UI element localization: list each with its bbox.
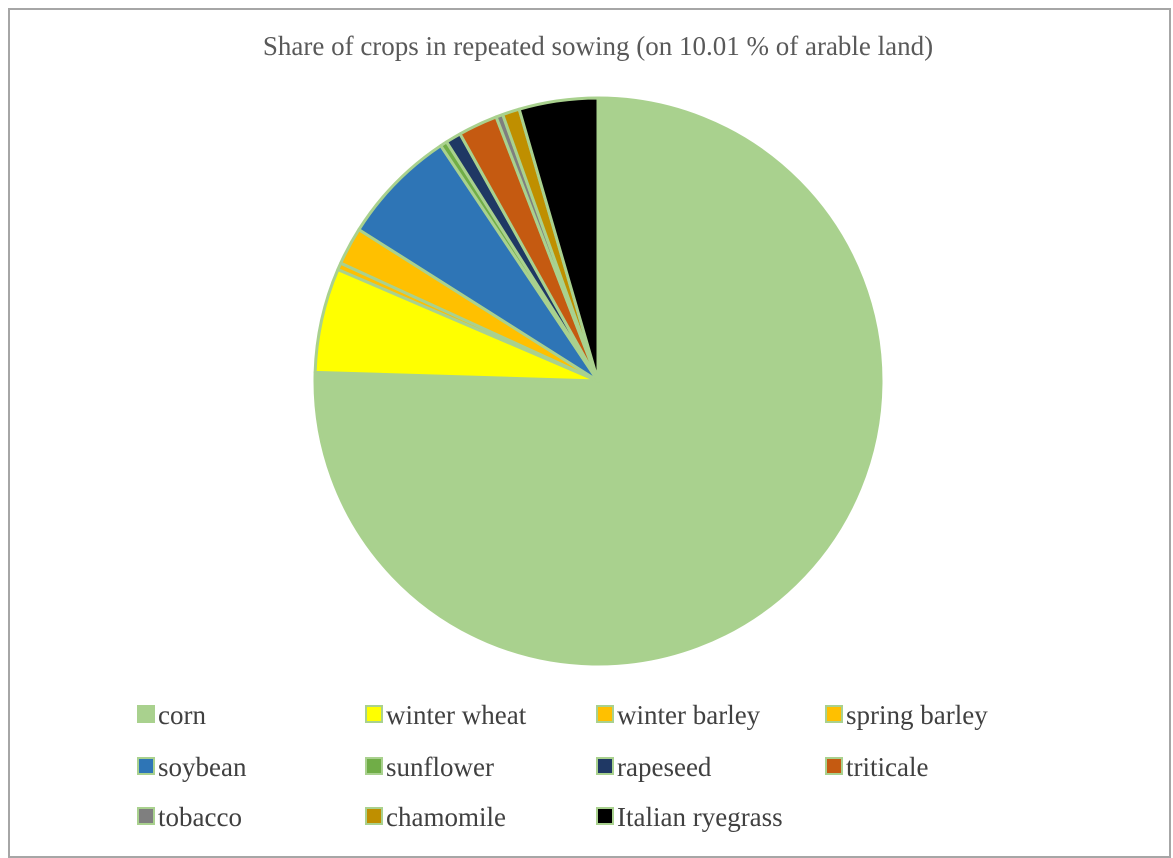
legend-label-winter-barley: winter barley [617,700,761,730]
legend-label-italian-ryegrass: Italian ryegrass [617,802,783,832]
chart-title: Share of crops in repeated sowing (on 10… [263,31,933,61]
legend-label-winter-wheat: winter wheat [386,700,527,730]
legend-item-spring-barley: spring barley [825,700,988,730]
legend-label-tobacco: tobacco [158,802,242,832]
legend-label-triticale: triticale [846,752,928,782]
legend-swatch-winter-wheat [365,705,383,723]
pie-slice-soybean [357,144,600,383]
legend-label-rapeseed: rapeseed [617,752,712,782]
legend-label-spring-barley: spring barley [846,700,988,730]
legend-swatch-tobacco [137,807,155,825]
legend-item-triticale: triticale [825,752,928,782]
legend-item-winter-barley: winter barley [596,700,761,730]
legend-swatch-chamomile [365,807,383,825]
legend-swatch-sunflower [365,757,383,775]
legend-item-rapeseed: rapeseed [596,752,712,782]
legend-swatch-rapeseed [596,757,614,775]
pie-slice-italian-ryegrass [517,96,600,383]
legend-item-soybean: soybean [137,752,247,782]
legend-swatch-soybean [137,757,155,775]
legend-swatch-italian-ryegrass [596,807,614,825]
legend-label-sunflower: sunflower [386,752,494,782]
legend-item-corn: corn [137,700,206,730]
pie-slices [313,96,883,666]
legend-label-soybean: soybean [158,752,247,782]
legend: corn winter wheat winter barley spring barl… [137,700,988,832]
legend-item-italian-ryegrass: Italian ryegrass [596,802,783,832]
legend-swatch-spring-barley [825,705,843,723]
legend-item-sunflower: sunflower [365,752,494,782]
legend-item-winter-wheat: winter wheat [365,700,527,730]
legend-label-corn: corn [158,700,206,730]
legend-swatch-winter-barley [596,705,614,723]
legend-swatch-corn [137,705,155,723]
legend-item-tobacco: tobacco [137,802,242,832]
legend-swatch-triticale [825,757,843,775]
legend-item-chamomile: chamomile [365,802,506,832]
legend-label-chamomile: chamomile [386,802,506,832]
